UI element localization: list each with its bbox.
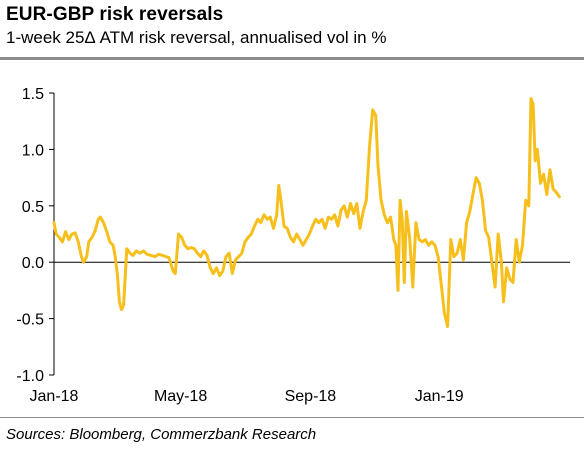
x-tick-label: Sep-18 <box>285 388 337 405</box>
y-tick-label: 1.0 <box>22 142 44 159</box>
x-tick-label: Jan-19 <box>415 388 464 405</box>
y-axis: 1.5 1.0 0.5 0.0 -0.5 -1.0 <box>16 86 55 385</box>
y-tick-label: 1.5 <box>22 86 44 103</box>
y-tick-label: -0.5 <box>16 312 44 329</box>
chart-subtitle: 1-week 25Δ ATM risk reversal, annualised… <box>6 28 387 47</box>
y-tick-label: -1.0 <box>16 368 44 385</box>
chart-title: EUR-GBP risk reversals <box>6 4 224 25</box>
footer-rule <box>0 417 584 418</box>
series-group <box>52 97 561 328</box>
y-tick-label: 0.0 <box>22 255 44 272</box>
x-axis: Jan-18 May-18 Sep-18 Jan-19 <box>30 261 570 405</box>
y-tick-label: 0.5 <box>22 199 44 216</box>
series-line <box>52 97 561 328</box>
x-tick-label: Jan-18 <box>30 388 79 405</box>
source-note: Sources: Bloomberg, Commerzbank Research <box>6 426 317 443</box>
x-tick-label: May-18 <box>154 388 207 405</box>
header-rule <box>0 57 584 60</box>
